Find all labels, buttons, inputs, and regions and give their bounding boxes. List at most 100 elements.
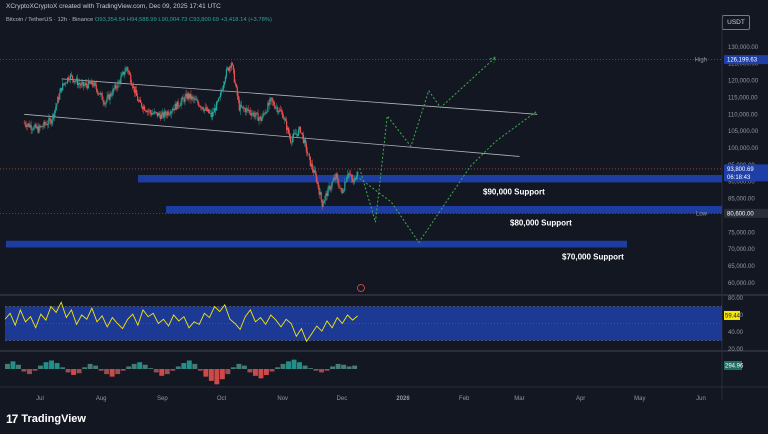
candle-body — [252, 112, 254, 114]
candle-body — [147, 110, 150, 112]
candle-body — [166, 111, 168, 116]
candle-body — [208, 108, 210, 114]
candle-body — [167, 111, 169, 115]
tradingview-brand[interactable]: 17 TradingView — [6, 412, 86, 426]
support-zone — [166, 206, 722, 214]
candle-body — [157, 113, 159, 117]
candle-body — [53, 114, 55, 117]
candle-body — [77, 83, 80, 86]
x-tick-label: 2026 — [396, 396, 410, 402]
candle-body — [57, 97, 59, 104]
candle-body — [196, 100, 198, 101]
histogram-bar — [346, 366, 352, 369]
candle-body — [182, 97, 184, 99]
support-label: $90,000 Support — [483, 187, 545, 196]
candle-body — [75, 78, 78, 82]
histogram-bar — [236, 363, 242, 369]
candle-body — [103, 102, 105, 105]
histogram-bar — [49, 360, 54, 369]
histogram-bar — [148, 368, 154, 369]
price-tag-value: 80,600.00 — [727, 211, 754, 217]
histogram-bar — [225, 369, 231, 375]
candle-body — [194, 98, 196, 100]
candle-body — [56, 103, 58, 107]
histogram-bar — [60, 367, 66, 369]
candle-body — [72, 79, 75, 82]
candle-body — [23, 122, 25, 124]
candle-body — [279, 109, 281, 112]
candle-body — [354, 177, 356, 182]
candle-body — [316, 180, 318, 183]
histogram-bar — [109, 369, 115, 377]
candle-body — [326, 192, 328, 197]
candle-body — [149, 110, 152, 113]
histogram-bar — [258, 369, 264, 379]
candle-body — [307, 153, 309, 155]
candle-body — [341, 188, 343, 193]
candle-body — [219, 92, 222, 97]
candle-body — [188, 93, 190, 99]
candle-body — [198, 103, 200, 107]
rsi-line — [4, 301, 358, 343]
candle-body — [134, 86, 136, 94]
candle-body — [74, 81, 77, 82]
candle-body — [273, 101, 275, 106]
candle-body — [45, 124, 47, 125]
candle-body — [293, 133, 296, 134]
candle-body — [163, 111, 165, 118]
candle-body — [178, 106, 180, 107]
symbol-name[interactable]: Bitcoin / TetherUS · 12h · Binance — [6, 17, 94, 23]
tradingview-logo-icon: 17 — [6, 412, 18, 426]
candle-body — [292, 133, 295, 138]
candle-body — [68, 77, 70, 80]
candle-body — [324, 195, 326, 201]
histogram-bar — [82, 367, 88, 369]
candle-body — [29, 125, 31, 128]
candle-body — [210, 112, 212, 114]
candle-body — [270, 97, 272, 100]
candle-body — [151, 113, 154, 115]
histogram-bar — [308, 368, 313, 369]
rsi-tick-label: 40.00 — [728, 330, 744, 336]
candle-body — [213, 112, 215, 113]
candle-body — [191, 96, 193, 100]
candle-body — [146, 110, 149, 113]
symbol-legend: Bitcoin / TetherUS · 12h · Binance O93,3… — [6, 17, 272, 23]
candle-body — [186, 93, 188, 100]
candle-body — [258, 118, 260, 121]
x-tick-label: Oct — [217, 396, 227, 402]
candle-body — [161, 112, 163, 115]
candle-body — [287, 127, 289, 130]
price-candles — [23, 61, 359, 211]
candle-body — [234, 82, 236, 85]
rsi-value: 59.44 — [725, 313, 741, 319]
y-tick-label: 115,000.00 — [728, 95, 758, 101]
candle-body — [164, 111, 166, 115]
candle-body — [251, 113, 253, 116]
candle-body — [185, 93, 187, 97]
candle-body — [123, 71, 125, 75]
x-tick-label: Feb — [459, 396, 470, 402]
candle-body — [25, 125, 27, 127]
candle-body — [168, 113, 170, 115]
histogram-bar — [352, 365, 358, 369]
candle-body — [174, 103, 176, 111]
candle-body — [347, 173, 349, 178]
candle-body — [158, 113, 160, 116]
histogram-bar — [98, 369, 104, 371]
currency-button[interactable]: USDT — [722, 15, 750, 30]
candle-body — [200, 106, 202, 108]
histogram-bar — [252, 369, 258, 376]
candle-body — [61, 88, 63, 91]
candle-body — [346, 177, 348, 182]
candle-body — [315, 174, 317, 181]
candle-body — [334, 178, 336, 180]
candle-body — [222, 84, 225, 90]
candle-body — [43, 121, 45, 127]
candle-body — [78, 83, 81, 85]
candle-body — [207, 108, 209, 111]
candle-body — [281, 110, 283, 113]
candle-body — [271, 97, 273, 101]
